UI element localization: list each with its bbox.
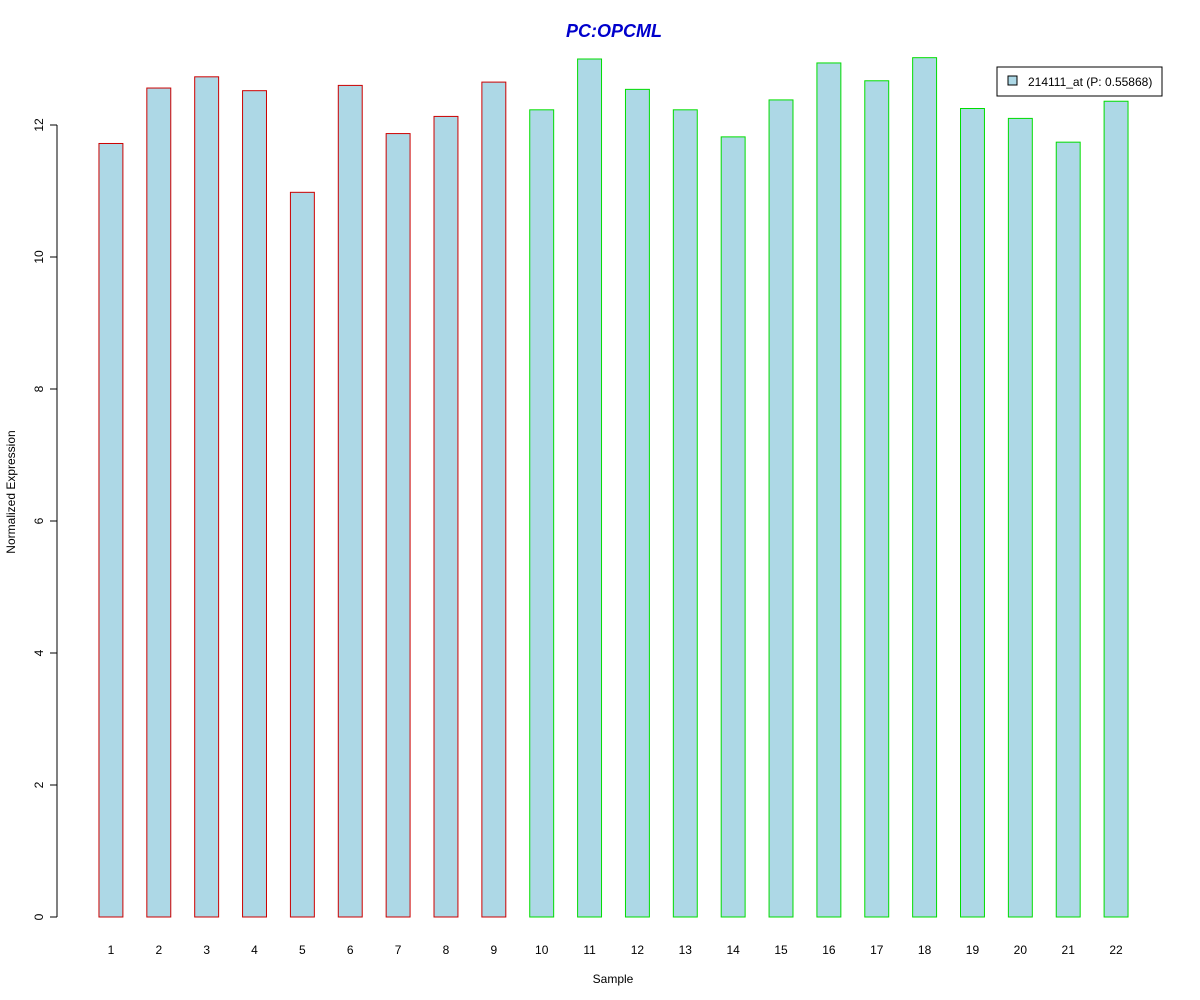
- y-tick-label: 8: [32, 385, 46, 392]
- bar-sample-16: [816, 62, 842, 918]
- x-axis-label: Sample: [593, 972, 634, 986]
- x-tick-label: 18: [918, 943, 932, 957]
- bar-sample-3: [194, 76, 220, 918]
- legend-label: 214111_at (P: 0.55868): [1028, 75, 1152, 89]
- bar-sample-17: [864, 80, 890, 918]
- chart-title: PC:OPCML: [566, 21, 662, 41]
- y-axis-label: Normalized Expression: [4, 430, 18, 553]
- y-tick-label: 4: [32, 649, 46, 656]
- x-tick-label: 21: [1062, 943, 1076, 957]
- bar-sample-1: [98, 142, 124, 918]
- bar-sample-8: [433, 115, 459, 918]
- bar-sample-15: [768, 99, 794, 918]
- x-tick-label: 13: [679, 943, 693, 957]
- bar-sample-11: [577, 58, 603, 918]
- x-tick-label: 9: [490, 943, 497, 957]
- x-tick-label: 16: [822, 943, 836, 957]
- x-tick-label: 3: [203, 943, 210, 957]
- bar-sample-13: [672, 109, 698, 918]
- bar-sample-22: [1103, 100, 1129, 918]
- y-tick-label: 0: [32, 913, 46, 920]
- y-tick-label: 2: [32, 781, 46, 788]
- bar-sample-14: [720, 136, 746, 918]
- y-tick-label: 10: [32, 250, 46, 264]
- x-tick-label: 2: [155, 943, 162, 957]
- x-tick-label: 5: [299, 943, 306, 957]
- bars: [98, 57, 1129, 918]
- bar-sample-9: [481, 81, 507, 918]
- bar-sample-19: [960, 108, 985, 918]
- legend-box: [996, 66, 1163, 97]
- x-axis-tick-labels: 1 2 3 4 5 6 7 8 9 10 11 12 13 14 15 16 17 18 19 20 21 22: [108, 943, 1123, 957]
- x-tick-label: 6: [347, 943, 354, 957]
- x-tick-label: 22: [1109, 943, 1123, 957]
- y-tick-label: 6: [32, 517, 46, 524]
- x-tick-label: 11: [583, 943, 596, 957]
- y-axis: 0 2 4 6 8 10 12: [32, 118, 58, 920]
- x-tick-label: 14: [726, 943, 740, 957]
- bar-sample-21: [1055, 141, 1081, 918]
- x-tick-label: 4: [251, 943, 258, 957]
- legend-swatch: [1007, 75, 1018, 86]
- x-tick-label: 17: [870, 943, 884, 957]
- bar-sample-20: [1007, 117, 1033, 918]
- bar-sample-10: [529, 109, 555, 918]
- bar-sample-18: [912, 57, 938, 918]
- y-tick-label: 12: [32, 118, 46, 132]
- x-tick-label: 1: [108, 943, 115, 957]
- legend: 214111_at (P: 0.55868): [996, 66, 1163, 97]
- x-tick-label: 10: [535, 943, 549, 957]
- x-tick-label: 15: [774, 943, 788, 957]
- bar-sample-5: [289, 191, 315, 918]
- bar-sample-7: [385, 133, 411, 918]
- x-tick-label: 19: [966, 943, 980, 957]
- x-tick-label: 7: [395, 943, 402, 957]
- x-tick-label: 8: [443, 943, 450, 957]
- bar-sample-2: [146, 87, 172, 918]
- x-tick-label: 20: [1014, 943, 1028, 957]
- x-tick-label: 12: [631, 943, 645, 957]
- bar-sample-12: [624, 88, 650, 918]
- bar-sample-6: [337, 84, 363, 918]
- bar-sample-4: [242, 90, 267, 918]
